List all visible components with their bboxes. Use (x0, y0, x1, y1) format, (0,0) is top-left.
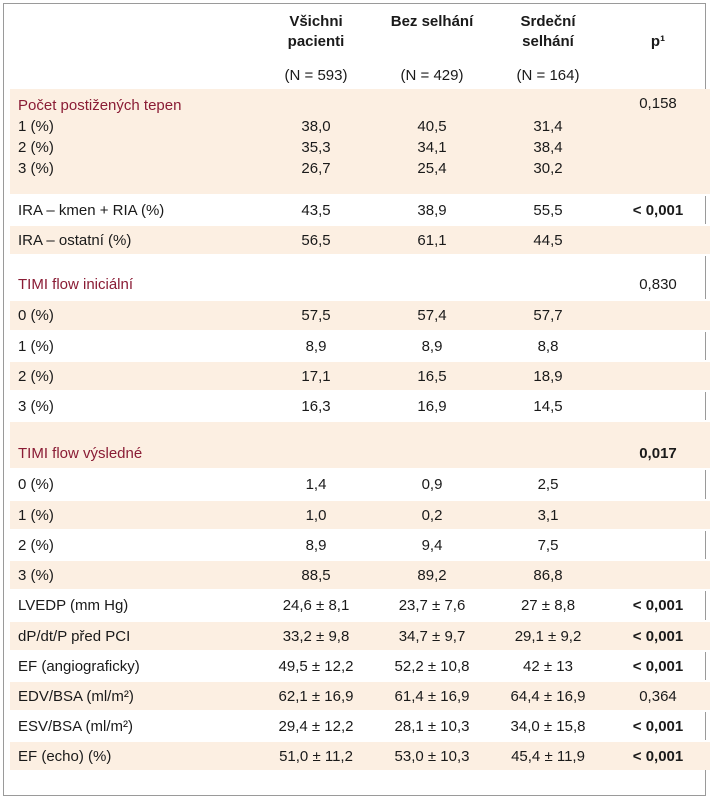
table-row: ESV/BSA (ml/m²) 29,4 ± 12,2 28,1 ± 10,3 … (10, 710, 710, 740)
row-label: 2 (%) (18, 139, 54, 156)
p-value: 0,017 (606, 420, 710, 468)
p-value: < 0,001 (606, 740, 710, 770)
p-value: < 0,001 (606, 620, 710, 650)
row-label: 3 (%) (18, 160, 54, 177)
p-value: < 0,001 (606, 589, 710, 620)
table-row: 3 (%) 16,3 16,9 14,5 (10, 390, 710, 420)
p-value: < 0,001 (606, 194, 710, 224)
p-value: 0,364 (606, 680, 710, 710)
n-no-failure: (N = 429) (400, 67, 464, 84)
section-header-timi-initial: TIMI flow iniciální 0,830 (10, 254, 710, 299)
header-all-patients: Všichni pacienti (N = 593) (258, 4, 374, 89)
table-row: 2 (%) 17,1 16,5 18,9 (10, 360, 710, 390)
p-value: 0,830 (606, 254, 710, 299)
header-no-failure: Bez selhání (N = 429) (374, 4, 490, 89)
table-row: IRA – kmen + RIA (%) 43,5 38,9 55,5 < 0,… (10, 194, 710, 224)
table-row: EF (angiograficky) 49,5 ± 12,2 52,2 ± 10… (10, 650, 710, 680)
data-table: Všichni pacienti (N = 593) Bez selhání (N… (10, 4, 710, 770)
p-value: < 0,001 (606, 650, 710, 680)
table-row: EF (echo) (%) 51,0 ± 11,2 53,0 ± 10,3 45… (10, 740, 710, 770)
table-row: 0 (%) 57,5 57,4 57,7 (10, 299, 710, 330)
p-value (606, 224, 710, 254)
row-label: 1 (%) (18, 118, 54, 135)
section-title-timi-initial: TIMI flow iniciální (10, 254, 258, 299)
header-p: p¹ (650, 33, 666, 50)
table-row: LVEDP (mm Hg) 24,6 ± 8,1 23,7 ± 7,6 27 ±… (10, 589, 710, 620)
table-header: Všichni pacienti (N = 593) Bez selhání (N… (10, 4, 710, 89)
section-title-arteries: Počet postižených tepen (18, 97, 182, 114)
table-row: 1 (%) 8,9 8,9 8,8 (10, 330, 710, 360)
p-value: < 0,001 (606, 710, 710, 740)
table-row: 0 (%) 1,4 0,9 2,5 (10, 468, 710, 499)
header-failure: Srdeční selhání (N = 164) (490, 4, 606, 89)
n-all: (N = 593) (284, 67, 348, 84)
table-row: dP/dt/P před PCI 33,2 ± 9,8 34,7 ± 9,7 2… (10, 620, 710, 650)
table-row: 2 (%) 8,9 9,4 7,5 (10, 529, 710, 559)
table-row: 3 (%) 88,5 89,2 86,8 (10, 559, 710, 589)
table-frame (3, 3, 706, 796)
table-row: IRA – ostatní (%) 56,5 61,1 44,5 (10, 224, 710, 254)
arteries-section: Počet postižených tepen 1 (%) 2 (%) 3 (%… (10, 89, 710, 194)
section-title-timi-final: TIMI flow výsledné (10, 420, 258, 468)
section-header-timi-final: TIMI flow výsledné 0,017 (10, 420, 710, 468)
p-value: 0,158 (639, 95, 677, 112)
table-row: EDV/BSA (ml/m²) 62,1 ± 16,9 61,4 ± 16,9 … (10, 680, 710, 710)
n-failure: (N = 164) (516, 67, 580, 84)
table-row: 1 (%) 1,0 0,2 3,1 (10, 499, 710, 529)
